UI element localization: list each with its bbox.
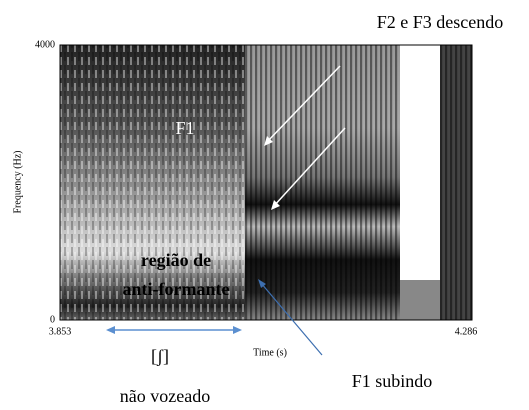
annotation: região de <box>141 250 211 270</box>
arrows <box>106 65 346 356</box>
x-tick-label: 4.286 <box>455 326 478 337</box>
y-tick-label: 4000 <box>35 39 55 50</box>
y-axis-label: Frequency (Hz) <box>12 150 23 213</box>
annotation: anti-formante <box>123 279 230 299</box>
annotation: F1 subindo <box>352 371 433 391</box>
annotation: [ʃ] <box>151 346 169 366</box>
spectrogram <box>59 44 473 321</box>
annotation: F2 e F3 descendo <box>377 12 503 32</box>
annotation: F1 <box>175 118 194 138</box>
x-tick-label: 3.853 <box>49 326 72 337</box>
x-axis-label: Time (s) <box>253 347 287 358</box>
annotation: não vozeado <box>120 386 210 406</box>
y-tick-label: 0 <box>50 314 55 325</box>
